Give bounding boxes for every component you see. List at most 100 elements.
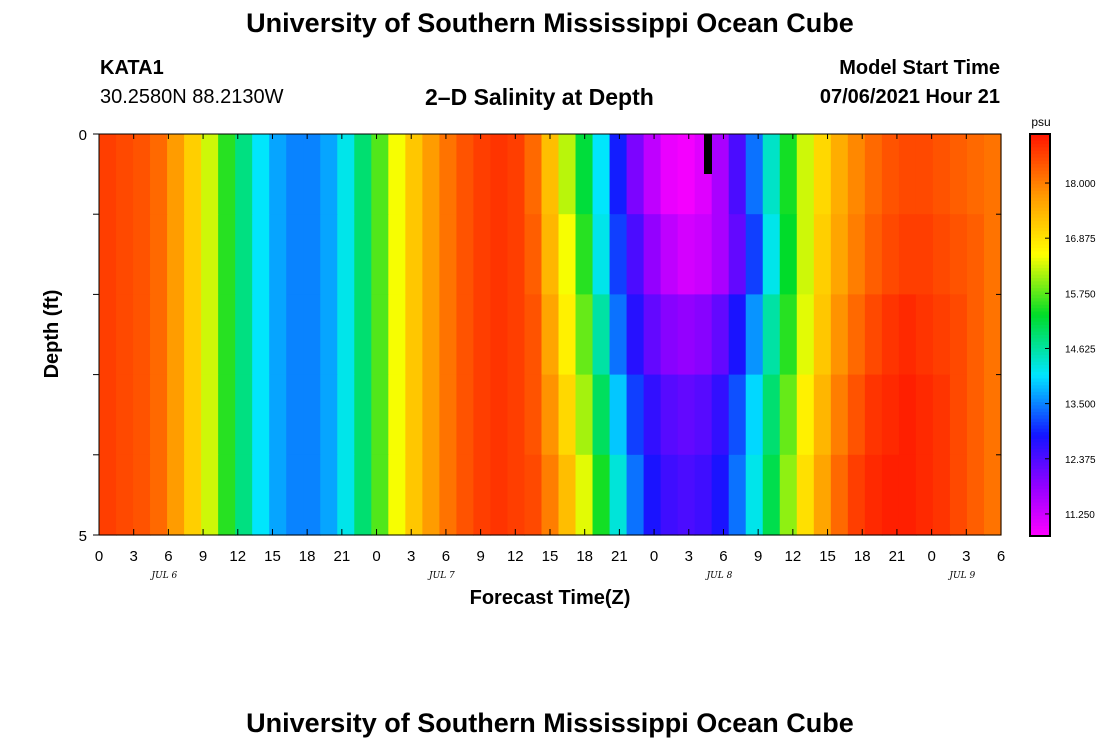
heatmap-cell xyxy=(99,454,117,536)
colorbar-segment xyxy=(1030,515,1050,520)
colorbar-segment xyxy=(1030,204,1050,209)
heatmap-cell xyxy=(983,214,1002,295)
heatmap-cell xyxy=(711,374,730,456)
heatmap-cell xyxy=(218,454,236,536)
heatmap-cell xyxy=(507,294,526,376)
date-label: JUL 8 xyxy=(705,571,733,581)
heatmap-cell xyxy=(99,134,117,215)
heatmap-cell xyxy=(507,454,526,536)
heatmap-cell xyxy=(728,214,747,295)
heatmap-cell xyxy=(592,294,611,376)
heatmap-cell xyxy=(269,134,287,215)
colorbar-segment xyxy=(1030,237,1050,242)
heatmap-cell xyxy=(609,214,628,295)
heatmap-cell xyxy=(371,214,389,295)
heatmap-cell xyxy=(711,214,730,295)
model-start-value: 07/06/2021 Hour 21 xyxy=(819,86,1000,108)
heatmap-cell xyxy=(286,454,304,536)
colorbar-segment xyxy=(1030,194,1050,199)
x-tick-label: 9 xyxy=(199,548,207,565)
heatmap-cell xyxy=(150,374,168,456)
heatmap-cell xyxy=(371,134,389,215)
heatmap-cell xyxy=(388,374,406,456)
colorbar-segment xyxy=(1030,371,1050,376)
colorbar-segment xyxy=(1030,247,1050,252)
heatmap-cell xyxy=(388,134,406,215)
heatmap-cell xyxy=(388,214,406,295)
heatmap-cell xyxy=(762,454,781,536)
x-tick-label: 3 xyxy=(962,548,970,565)
heatmap-cell xyxy=(728,374,747,456)
colorbar-segment xyxy=(1030,331,1050,336)
heatmap-cell xyxy=(609,294,628,376)
colorbar-segment xyxy=(1030,391,1050,396)
heatmap-cell xyxy=(218,134,236,215)
colorbar-segment xyxy=(1030,244,1050,249)
heatmap-cell xyxy=(456,134,475,215)
colorbar-frame xyxy=(1029,133,1051,537)
heatmap-cell xyxy=(116,374,134,456)
heatmap-cell xyxy=(286,374,304,456)
heatmap-cell xyxy=(932,454,951,536)
heatmap-cell xyxy=(796,214,815,295)
colorbar-segment xyxy=(1030,345,1050,349)
heatmap-cell xyxy=(286,214,304,295)
colorbar-segment xyxy=(1030,271,1050,276)
colorbar-segment xyxy=(1030,522,1050,527)
colorbar-segment xyxy=(1030,170,1050,175)
heatmap-cell xyxy=(218,214,236,295)
heatmap-cell xyxy=(371,454,389,536)
colorbar-tick-label: 11.250 xyxy=(1065,510,1095,521)
heatmap-cell xyxy=(167,454,185,536)
colorbar-segment xyxy=(1030,298,1050,303)
colorbar-segment xyxy=(1030,378,1050,383)
heatmap-cell xyxy=(881,294,900,376)
heatmap-cell xyxy=(201,214,219,295)
colorbar-segment xyxy=(1030,408,1050,413)
heatmap-cell xyxy=(745,134,764,215)
model-start-label: Model Start Time xyxy=(839,57,1000,79)
heatmap-cell xyxy=(524,374,543,456)
heatmap-cell xyxy=(303,454,321,536)
heatmap-cell xyxy=(626,134,645,215)
heatmap-cell xyxy=(966,454,985,536)
heatmap-cell xyxy=(303,294,321,376)
x-tick-label: 18 xyxy=(854,548,871,565)
y-axis-ticks: 05 xyxy=(79,127,1001,545)
x-tick-label: 3 xyxy=(130,548,138,565)
colorbar-segment xyxy=(1030,284,1050,289)
colorbar-segment xyxy=(1030,442,1050,447)
heatmap-cell xyxy=(252,214,270,295)
x-tick-label: 12 xyxy=(229,548,246,565)
forecast-now-marker xyxy=(704,134,712,174)
heatmap-cell xyxy=(643,134,662,215)
heatmap-cell xyxy=(116,214,134,295)
heatmap-cell xyxy=(422,134,440,215)
station-id: KATA1 xyxy=(100,57,164,79)
heatmap-cell xyxy=(711,454,730,536)
x-tick-label: 12 xyxy=(507,548,524,565)
colorbar-segment xyxy=(1030,469,1050,473)
heatmap-cell xyxy=(626,454,645,536)
heatmap-cell xyxy=(728,294,747,376)
heatmap-cell xyxy=(439,214,457,295)
heatmap-cell xyxy=(575,294,594,376)
heatmap-cell xyxy=(864,294,883,376)
x-tick-label: 12 xyxy=(785,548,802,565)
colorbar-segment xyxy=(1030,231,1050,236)
heatmap-cell xyxy=(677,454,696,536)
colorbar-segment xyxy=(1030,261,1050,266)
heatmap-cell xyxy=(881,374,900,456)
colorbar-segment xyxy=(1030,251,1050,256)
heatmap-cell xyxy=(864,134,883,215)
heatmap-cell xyxy=(405,454,423,536)
heatmap-cell xyxy=(116,294,134,376)
colorbar-segment xyxy=(1030,492,1050,497)
x-tick-label: 9 xyxy=(476,548,484,565)
heatmap-cell xyxy=(405,134,423,215)
heatmap-cell xyxy=(779,294,798,376)
x-tick-label: 15 xyxy=(264,548,281,565)
heatmap-cell xyxy=(983,134,1002,215)
heatmap-cell xyxy=(201,294,219,376)
heatmap-cell xyxy=(711,294,730,376)
